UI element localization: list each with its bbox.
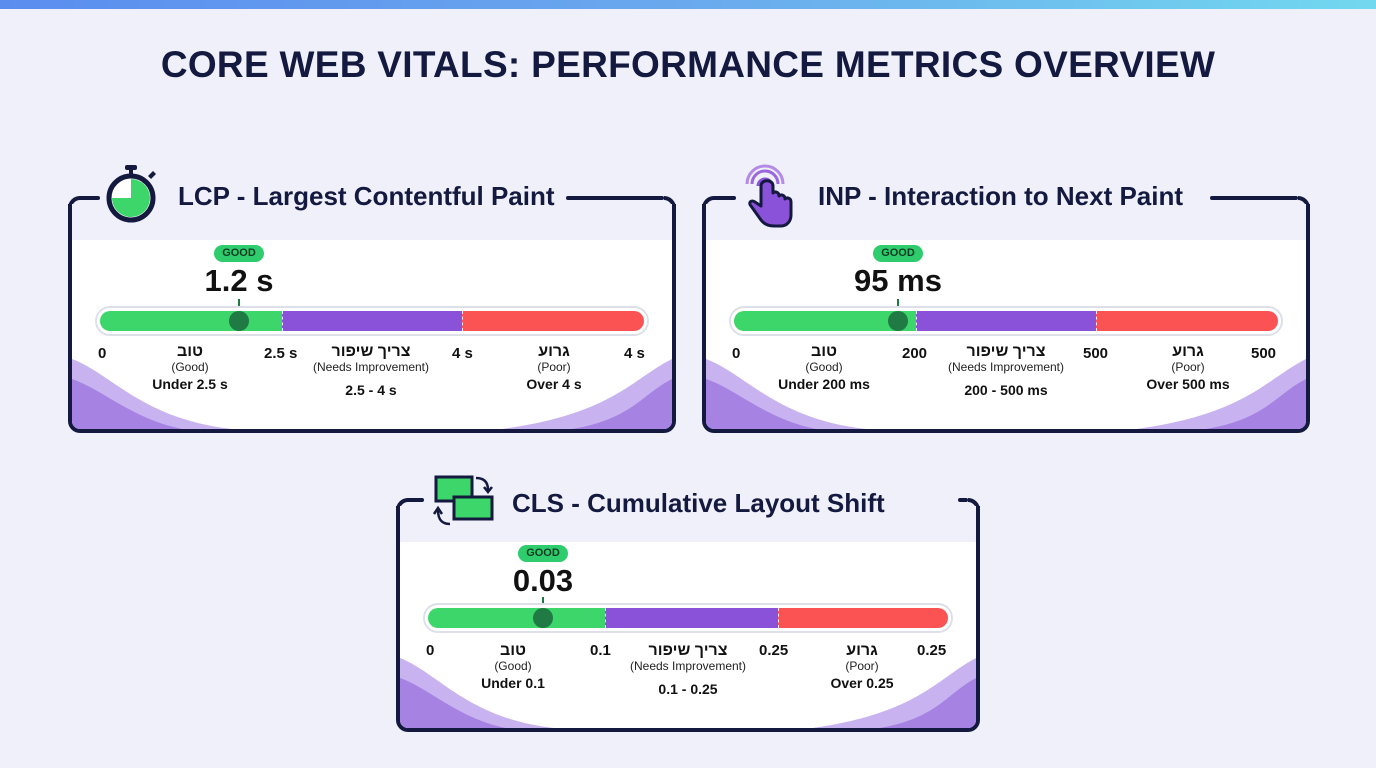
tick-label: 0.25 xyxy=(759,642,789,659)
card-frame-corner xyxy=(1298,196,1310,208)
tick-label: 2.5 s xyxy=(264,345,298,362)
zone-english-label: (Poor) xyxy=(1171,360,1205,374)
card-frame-corner xyxy=(68,196,80,208)
needs-improvement-zone-label: צריך שיפור (Needs Improvement) 2.5 - 4 s xyxy=(313,343,429,400)
needs-improvement-segment xyxy=(916,311,1096,331)
zone-hebrew-label: טוב xyxy=(810,343,838,360)
status-badge: GOOD xyxy=(518,545,568,562)
lcp-threshold-bar xyxy=(95,306,649,336)
value-marker xyxy=(533,608,553,628)
zone-range: 0.1 - 0.25 xyxy=(658,681,718,697)
needs-improvement-segment xyxy=(604,608,778,628)
zone-hebrew-label: צריך שיפור xyxy=(331,343,411,360)
poor-segment xyxy=(1095,311,1278,331)
tick-label: 0.1 xyxy=(590,642,611,659)
good-segment xyxy=(100,311,283,331)
zone-range: 2.5 - 4 s xyxy=(345,382,397,398)
zone-english-label: (Poor) xyxy=(537,360,571,374)
good-zone-label: טוב (Good) Under 2.5 s xyxy=(152,343,227,394)
inp-title: INP - Interaction to Next Paint xyxy=(818,181,1184,211)
cls-value: 0.03 xyxy=(512,563,574,598)
zone-hebrew-label: טוב xyxy=(176,343,204,360)
zone-hebrew-label: טוב xyxy=(499,642,527,659)
value-pointer-line xyxy=(542,597,544,607)
card-header-band xyxy=(72,204,672,240)
zone-range: Over 500 ms xyxy=(1146,376,1230,392)
value-pointer-line xyxy=(897,299,899,309)
tap-finger-icon xyxy=(745,164,793,228)
poor-zone-label: גרוע (Poor) Over 4 s xyxy=(526,343,581,394)
zone-range: 200 - 500 ms xyxy=(964,382,1048,398)
inp-threshold-bar xyxy=(729,306,1283,336)
lcp-title: LCP - Largest Contentful Paint xyxy=(178,181,555,211)
tick-label: 4 s xyxy=(452,345,473,362)
zone-english-label: (Needs Improvement) xyxy=(629,659,747,673)
zone-english-label: (Needs Improvement) xyxy=(312,360,430,374)
zone-english-label: (Good) xyxy=(494,659,532,673)
zone-english-label: (Needs Improvement) xyxy=(947,360,1065,374)
value-pointer-line xyxy=(238,299,240,309)
zone-english-label: (Good) xyxy=(171,360,209,374)
decorative-wave xyxy=(72,359,672,429)
needs-improvement-segment xyxy=(282,311,462,331)
page-title: CORE WEB VITALS: PERFORMANCE METRICS OVE… xyxy=(160,44,1216,85)
tick-label: 500 xyxy=(1083,345,1109,362)
card-frame-top xyxy=(958,498,968,502)
card-header-band xyxy=(400,506,976,542)
layout-shift-icon xyxy=(432,475,494,526)
zone-range: Over 0.25 xyxy=(830,675,894,691)
zone-range: Under 200 ms xyxy=(778,376,870,392)
tick-label: 500 xyxy=(1251,345,1277,362)
decorative-wave xyxy=(400,658,976,728)
card-frame-corner xyxy=(702,196,714,208)
lcp-value: 1.2 s xyxy=(204,263,274,298)
cls-title: CLS - Cumulative Layout Shift xyxy=(512,488,885,518)
needs-improvement-zone-label: צריך שיפור (Needs Improvement) 200 - 500… xyxy=(948,343,1064,400)
tick-label: 0 xyxy=(98,345,107,362)
good-segment xyxy=(428,608,605,628)
card-frame-top xyxy=(712,196,736,200)
tick-label: 0 xyxy=(426,642,435,659)
poor-segment xyxy=(461,311,644,331)
zone-english-label: (Poor) xyxy=(845,659,879,673)
zone-range: Over 4 s xyxy=(526,376,582,392)
cls-threshold-bar xyxy=(423,603,953,633)
value-marker xyxy=(888,311,908,331)
card-frame-top xyxy=(566,196,664,200)
zone-hebrew-label: גרוע xyxy=(538,343,570,360)
card-frame-top xyxy=(406,498,424,502)
good-zone-label: טוב (Good) Under 200 ms xyxy=(778,343,870,394)
card-frame-top xyxy=(78,196,100,200)
zone-hebrew-label: גרוע xyxy=(1172,343,1204,360)
tick-label: 200 xyxy=(902,345,928,362)
zone-range: Under 2.5 s xyxy=(152,376,228,392)
poor-segment xyxy=(777,608,948,628)
card-frame-corner xyxy=(968,498,980,510)
status-badge: GOOD xyxy=(214,245,264,262)
card-frame-top xyxy=(1210,196,1298,200)
tick-label: 0.25 xyxy=(917,642,947,659)
inp-value: 95 ms xyxy=(854,263,942,298)
poor-zone-label: גרוע (Poor) Over 500 ms xyxy=(1146,343,1229,394)
stopwatch-icon xyxy=(106,165,156,223)
tick-label: 0 xyxy=(732,345,741,362)
value-marker xyxy=(229,311,249,331)
poor-zone-label: גרוע (Poor) Over 0.25 xyxy=(830,642,893,693)
zone-hebrew-label: צריך שיפור xyxy=(966,343,1046,360)
status-badge: GOOD xyxy=(873,245,923,262)
card-header-band xyxy=(706,204,1306,240)
needs-improvement-zone-label: צריך שיפור (Needs Improvement) 0.1 - 0.2… xyxy=(630,642,746,699)
good-segment xyxy=(734,311,917,331)
zone-hebrew-label: גרוע xyxy=(846,642,878,659)
zone-hebrew-label: צריך שיפור xyxy=(648,642,728,659)
good-zone-label: טוב (Good) Under 0.1 xyxy=(481,642,545,693)
card-frame-corner xyxy=(396,498,408,510)
tick-label: 4 s xyxy=(624,345,645,362)
zone-range: Under 0.1 xyxy=(481,675,545,691)
decorative-wave xyxy=(706,359,1306,429)
zone-english-label: (Good) xyxy=(805,360,843,374)
card-frame-corner xyxy=(664,196,676,208)
top-accent-strip xyxy=(0,0,1376,9)
